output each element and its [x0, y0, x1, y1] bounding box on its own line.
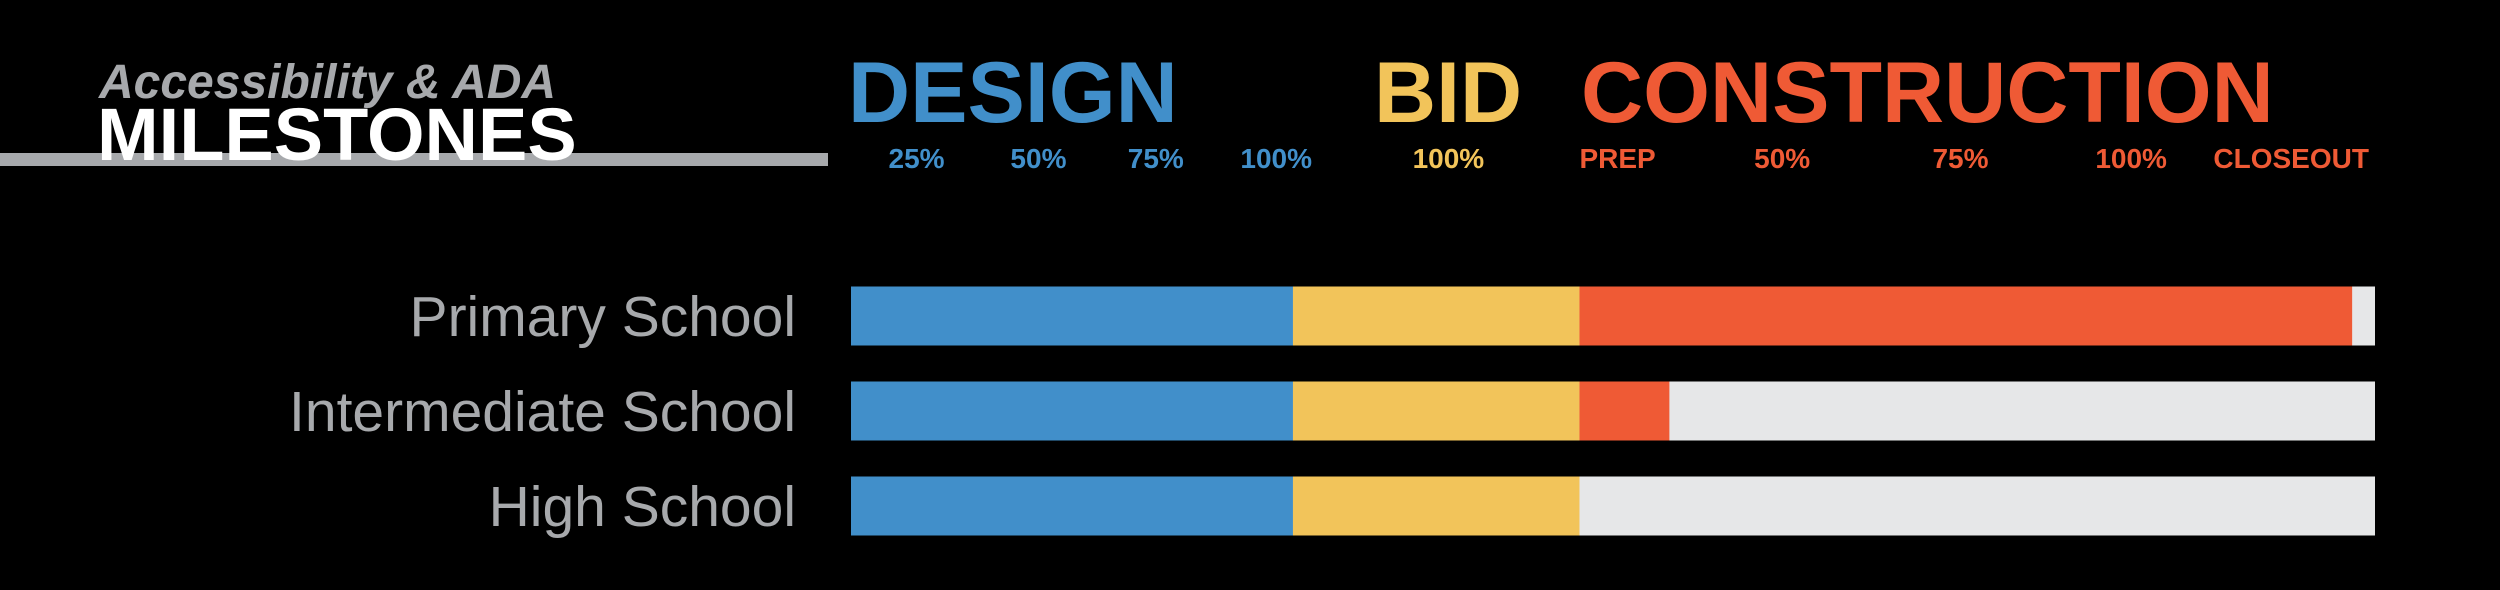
bar-segment: [1292, 286, 1580, 346]
phase-header: CONSTRUCTION: [1581, 45, 2274, 141]
phase-header: BID: [1374, 45, 1522, 141]
category-label: High School: [489, 475, 796, 539]
milestone-label: 25%: [889, 143, 945, 174]
title-rule: [0, 153, 828, 166]
milestone-label: PREP: [1579, 143, 1655, 174]
milestone-label: 50%: [1010, 143, 1066, 174]
milestone-label: 75%: [1128, 143, 1184, 174]
milestone-label: CLOSEOUT: [2213, 143, 2369, 174]
chart-title: MILESTONES: [97, 93, 577, 176]
bar-segment: [1579, 381, 1670, 441]
bar-segment: [1579, 286, 2353, 346]
bar-segment: [1292, 476, 1580, 536]
bar-segment: [851, 381, 1293, 441]
milestone-label: 75%: [1932, 143, 1988, 174]
bar-segment: [1292, 381, 1580, 441]
category-label: Intermediate School: [289, 380, 796, 444]
phase-header: DESIGN: [848, 45, 1178, 141]
category-label: Primary School: [410, 285, 796, 349]
milestone-label: 50%: [1754, 143, 1810, 174]
chart-subtitle: Accessibility & ADA: [98, 56, 556, 109]
milestone-label: 100%: [2095, 143, 2167, 174]
milestone-label: 100%: [1413, 143, 1485, 174]
bar-segment: [851, 476, 1293, 536]
milestone-label: 100%: [1240, 143, 1312, 174]
bar-segment: [851, 286, 1293, 346]
